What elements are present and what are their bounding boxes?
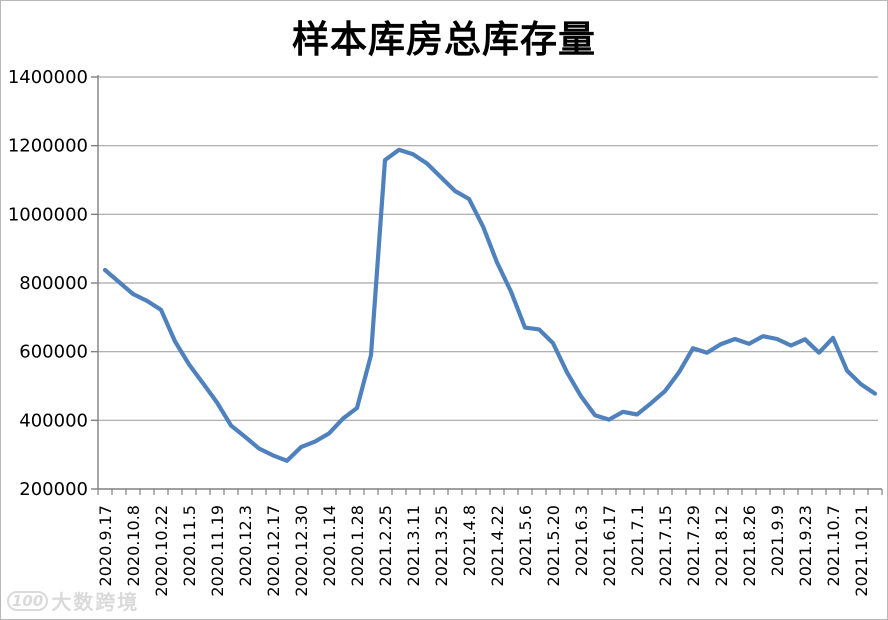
x-axis-tick-label: 2020.1.14 bbox=[320, 505, 339, 586]
x-axis-tick-label: 2020.9.17 bbox=[96, 505, 115, 586]
x-axis-tick-label: 2020.10.8 bbox=[124, 505, 143, 586]
watermark: 100 大数跨境 bbox=[7, 586, 139, 615]
x-axis-tick-label: 2020.1.28 bbox=[348, 505, 367, 586]
chart-title: 样本库房总库存量 bbox=[292, 17, 596, 61]
x-axis-tick-label: 2020.11.5 bbox=[180, 505, 199, 586]
y-axis-tick-label: 1200000 bbox=[8, 136, 88, 157]
x-axis-tick-label: 2021.9.23 bbox=[796, 505, 815, 586]
x-axis-tick-label: 2021.3.25 bbox=[432, 505, 451, 586]
x-axis-tick-label: 2020.12.3 bbox=[236, 505, 255, 586]
x-axis-tick-label: 2021.8.12 bbox=[712, 505, 731, 586]
y-axis-tick-label: 600000 bbox=[19, 342, 88, 363]
watermark-logo-icon: 100 bbox=[7, 590, 49, 611]
x-axis-tick-label: 2021.4.8 bbox=[460, 505, 479, 576]
x-axis-tick-label: 2020.12.30 bbox=[292, 505, 311, 597]
x-axis-tick-label: 2021.7.1 bbox=[628, 505, 647, 576]
x-axis-tick-label: 2021.6.17 bbox=[600, 505, 619, 586]
x-axis-tick-label: 2021.2.25 bbox=[376, 505, 395, 586]
y-axis-tick-label: 1400000 bbox=[8, 67, 88, 88]
x-axis-tick-label: 2021.10.7 bbox=[824, 505, 843, 586]
x-axis-tick-label: 2021.5.20 bbox=[544, 505, 563, 586]
x-axis-tick-label: 2021.7.15 bbox=[656, 505, 675, 586]
x-axis-tick-label: 2021.3.11 bbox=[404, 505, 423, 586]
x-axis-tick-label: 2020.12.17 bbox=[264, 505, 283, 597]
y-axis-tick-label: 800000 bbox=[19, 273, 88, 294]
x-axis-tick-label: 2021.9.9 bbox=[768, 505, 787, 576]
x-axis-tick-label: 2021.4.22 bbox=[488, 505, 507, 586]
x-axis-tick-label: 2020.11.19 bbox=[208, 505, 227, 597]
y-axis-tick-label: 1000000 bbox=[8, 204, 88, 225]
x-axis-tick-label: 2021.8.26 bbox=[740, 505, 759, 586]
y-axis-tick-label: 400000 bbox=[19, 410, 88, 431]
x-axis-tick-label: 2021.7.29 bbox=[684, 505, 703, 586]
y-axis-tick-label: 200000 bbox=[19, 479, 88, 500]
x-axis-tick-label: 2021.6.3 bbox=[572, 505, 591, 576]
x-axis-tick-label: 2021.5.6 bbox=[516, 505, 535, 576]
watermark-text: 大数跨境 bbox=[51, 590, 140, 614]
x-axis-tick-label: 2020.10.22 bbox=[152, 505, 171, 597]
inventory-line-series bbox=[102, 147, 878, 463]
x-axis-tick-label: 2021.10.21 bbox=[852, 505, 871, 597]
